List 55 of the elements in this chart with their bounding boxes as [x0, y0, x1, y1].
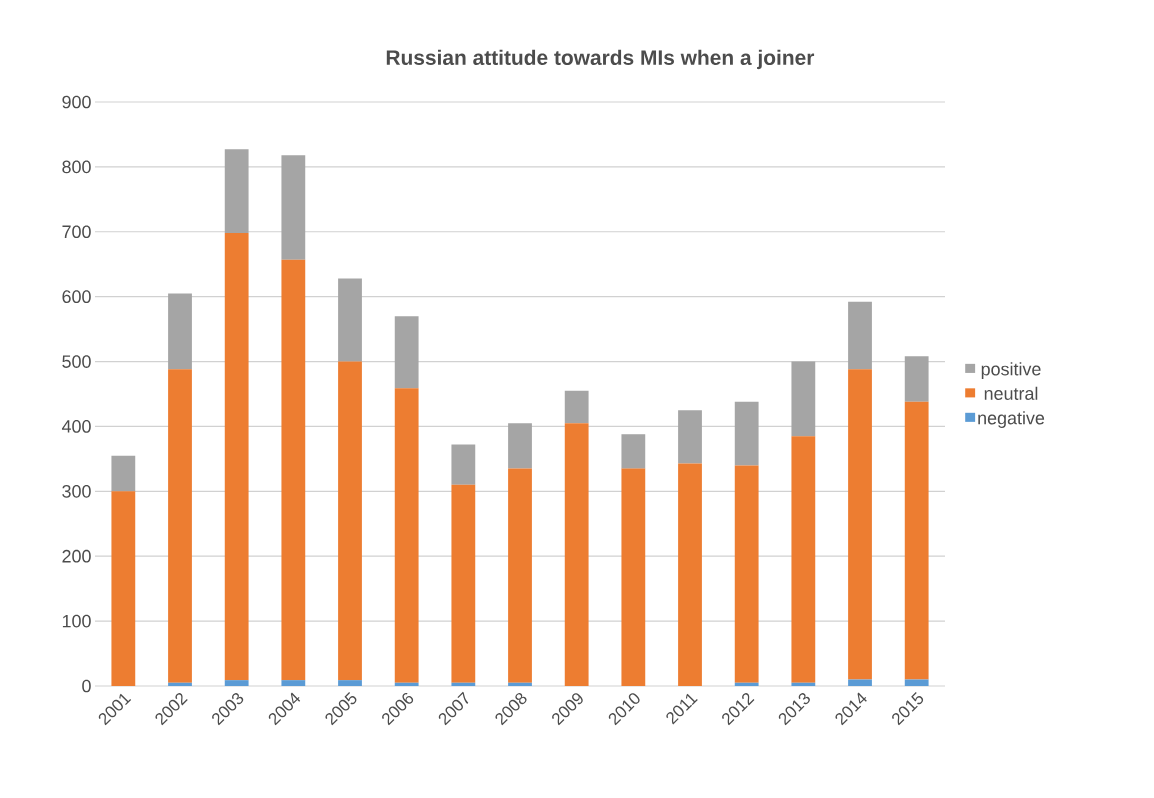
- y-tick-label: 600: [62, 290, 91, 304]
- bar: [848, 679, 872, 686]
- bar: [338, 278, 362, 362]
- bar: [451, 484, 476, 683]
- bar: [338, 680, 362, 686]
- bar: [111, 455, 136, 492]
- bar: [168, 682, 192, 686]
- bar: [111, 491, 136, 686]
- bar: [168, 369, 192, 683]
- y-tick-label: 200: [62, 549, 91, 563]
- bar: [224, 149, 249, 234]
- legend-label: positive: [981, 362, 1041, 379]
- bar: [791, 436, 816, 683]
- bar: [338, 361, 362, 681]
- bar: [224, 233, 249, 681]
- bar: [508, 468, 532, 683]
- y-tick-label: 100: [62, 614, 91, 628]
- bar: [678, 410, 702, 464]
- bar: [848, 301, 872, 370]
- bar: [394, 682, 419, 686]
- bar: [564, 423, 589, 686]
- bar: [734, 682, 759, 686]
- y-tick-label: 400: [61, 420, 91, 433]
- y-tick-label: 0: [82, 679, 91, 693]
- bar: [621, 468, 646, 686]
- bar: [451, 444, 476, 485]
- bar: [281, 680, 306, 686]
- bar: [904, 356, 929, 402]
- legend-label: neutral: [984, 386, 1038, 400]
- bar: [394, 388, 419, 683]
- bar: [734, 401, 759, 466]
- bar: [791, 361, 816, 437]
- bar: [394, 316, 419, 389]
- bar: [508, 423, 532, 469]
- bar: [281, 259, 306, 681]
- bar: [451, 682, 476, 686]
- bar: [564, 390, 589, 424]
- bar: [508, 682, 532, 686]
- y-tick-label: 700: [62, 225, 91, 239]
- y-tick-label: 300: [62, 484, 91, 498]
- bar: [791, 682, 816, 686]
- chart-title: Russian attitude towards MIs when a joiner: [386, 49, 815, 70]
- legend-label: negative: [978, 411, 1045, 428]
- bar: [168, 293, 192, 370]
- bar: [734, 465, 759, 683]
- bar: [904, 401, 929, 680]
- y-tick-label: 900: [62, 95, 91, 109]
- bar: [848, 369, 872, 680]
- bar: [678, 463, 702, 686]
- bar: [224, 680, 249, 686]
- bar: [281, 155, 306, 260]
- y-tick-label: 800: [62, 160, 91, 174]
- y-tick-label: 500: [62, 355, 91, 368]
- bar: [621, 434, 646, 469]
- bar: [904, 679, 929, 686]
